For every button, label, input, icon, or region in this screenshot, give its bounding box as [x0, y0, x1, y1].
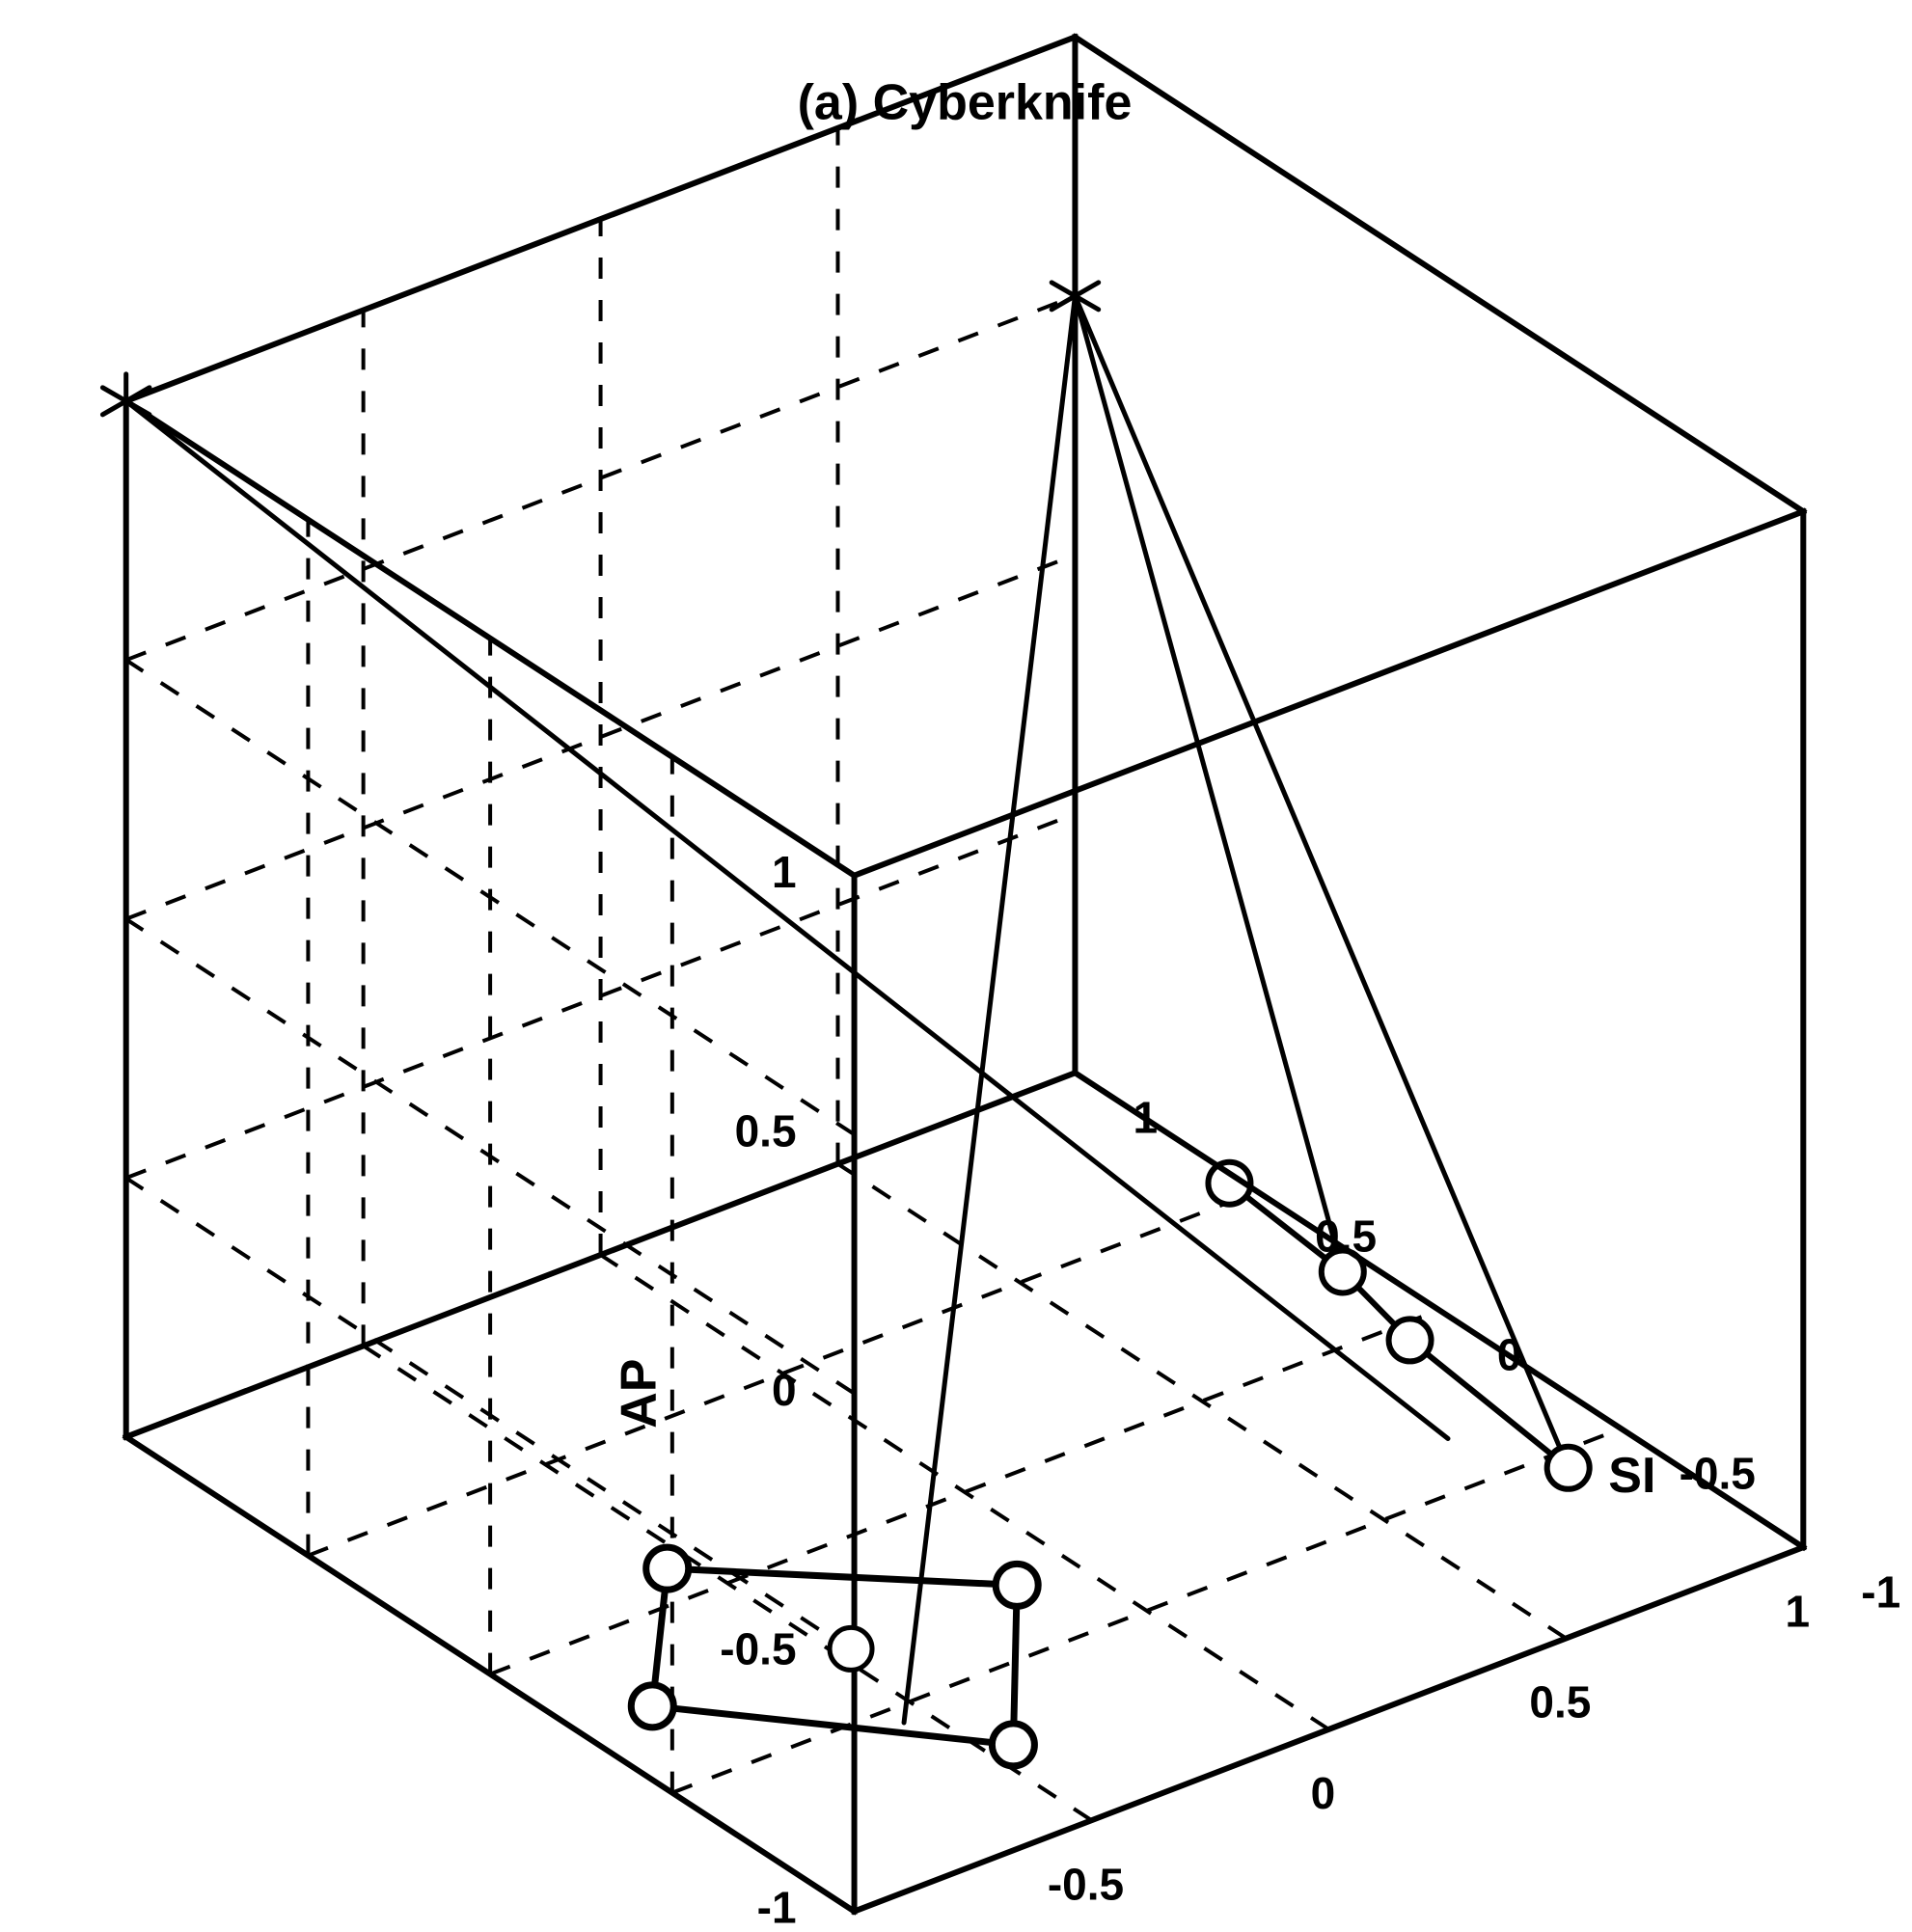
y-tick-label: 1	[1133, 1092, 1158, 1142]
y-tick-label: -1	[1861, 1566, 1900, 1617]
z-axis-label: AP	[611, 1359, 667, 1429]
y-tick-label: 0.5	[1315, 1211, 1377, 1261]
y-tick-label: 0	[1497, 1329, 1522, 1379]
series-floor-quad-left-center	[830, 1627, 872, 1670]
series-line-from-stars-to-floor	[126, 296, 1569, 1723]
grid	[126, 37, 1804, 1911]
z-tick-label: -0.5	[720, 1623, 796, 1673]
data-series	[102, 269, 1589, 1766]
x-tick-label: 1	[1786, 1586, 1811, 1636]
z-tick-label: 0.5	[735, 1105, 797, 1156]
y-tick-label: -0.5	[1680, 1448, 1756, 1498]
z-tick-label: 0	[772, 1365, 797, 1415]
tick-labels: -1-0.500.51-1-0.500.51-1-0.500.51APLRSI	[611, 847, 1900, 1932]
plot-3d: (a) Cyberknife-1-0.500.51-1-0.500.51-1-0…	[0, 0, 1912, 1932]
x-tick-label: 0	[1311, 1768, 1336, 1818]
x-tick-label: -0.5	[1048, 1859, 1124, 1909]
y-axis-label: SI	[1608, 1448, 1655, 1504]
z-tick-label: -1	[757, 1883, 797, 1932]
x-tick-label: 0.5	[1529, 1677, 1591, 1728]
box-front	[855, 37, 1804, 1911]
z-tick-label: 1	[772, 847, 797, 897]
series-right-edge-polyline	[1208, 1162, 1589, 1489]
